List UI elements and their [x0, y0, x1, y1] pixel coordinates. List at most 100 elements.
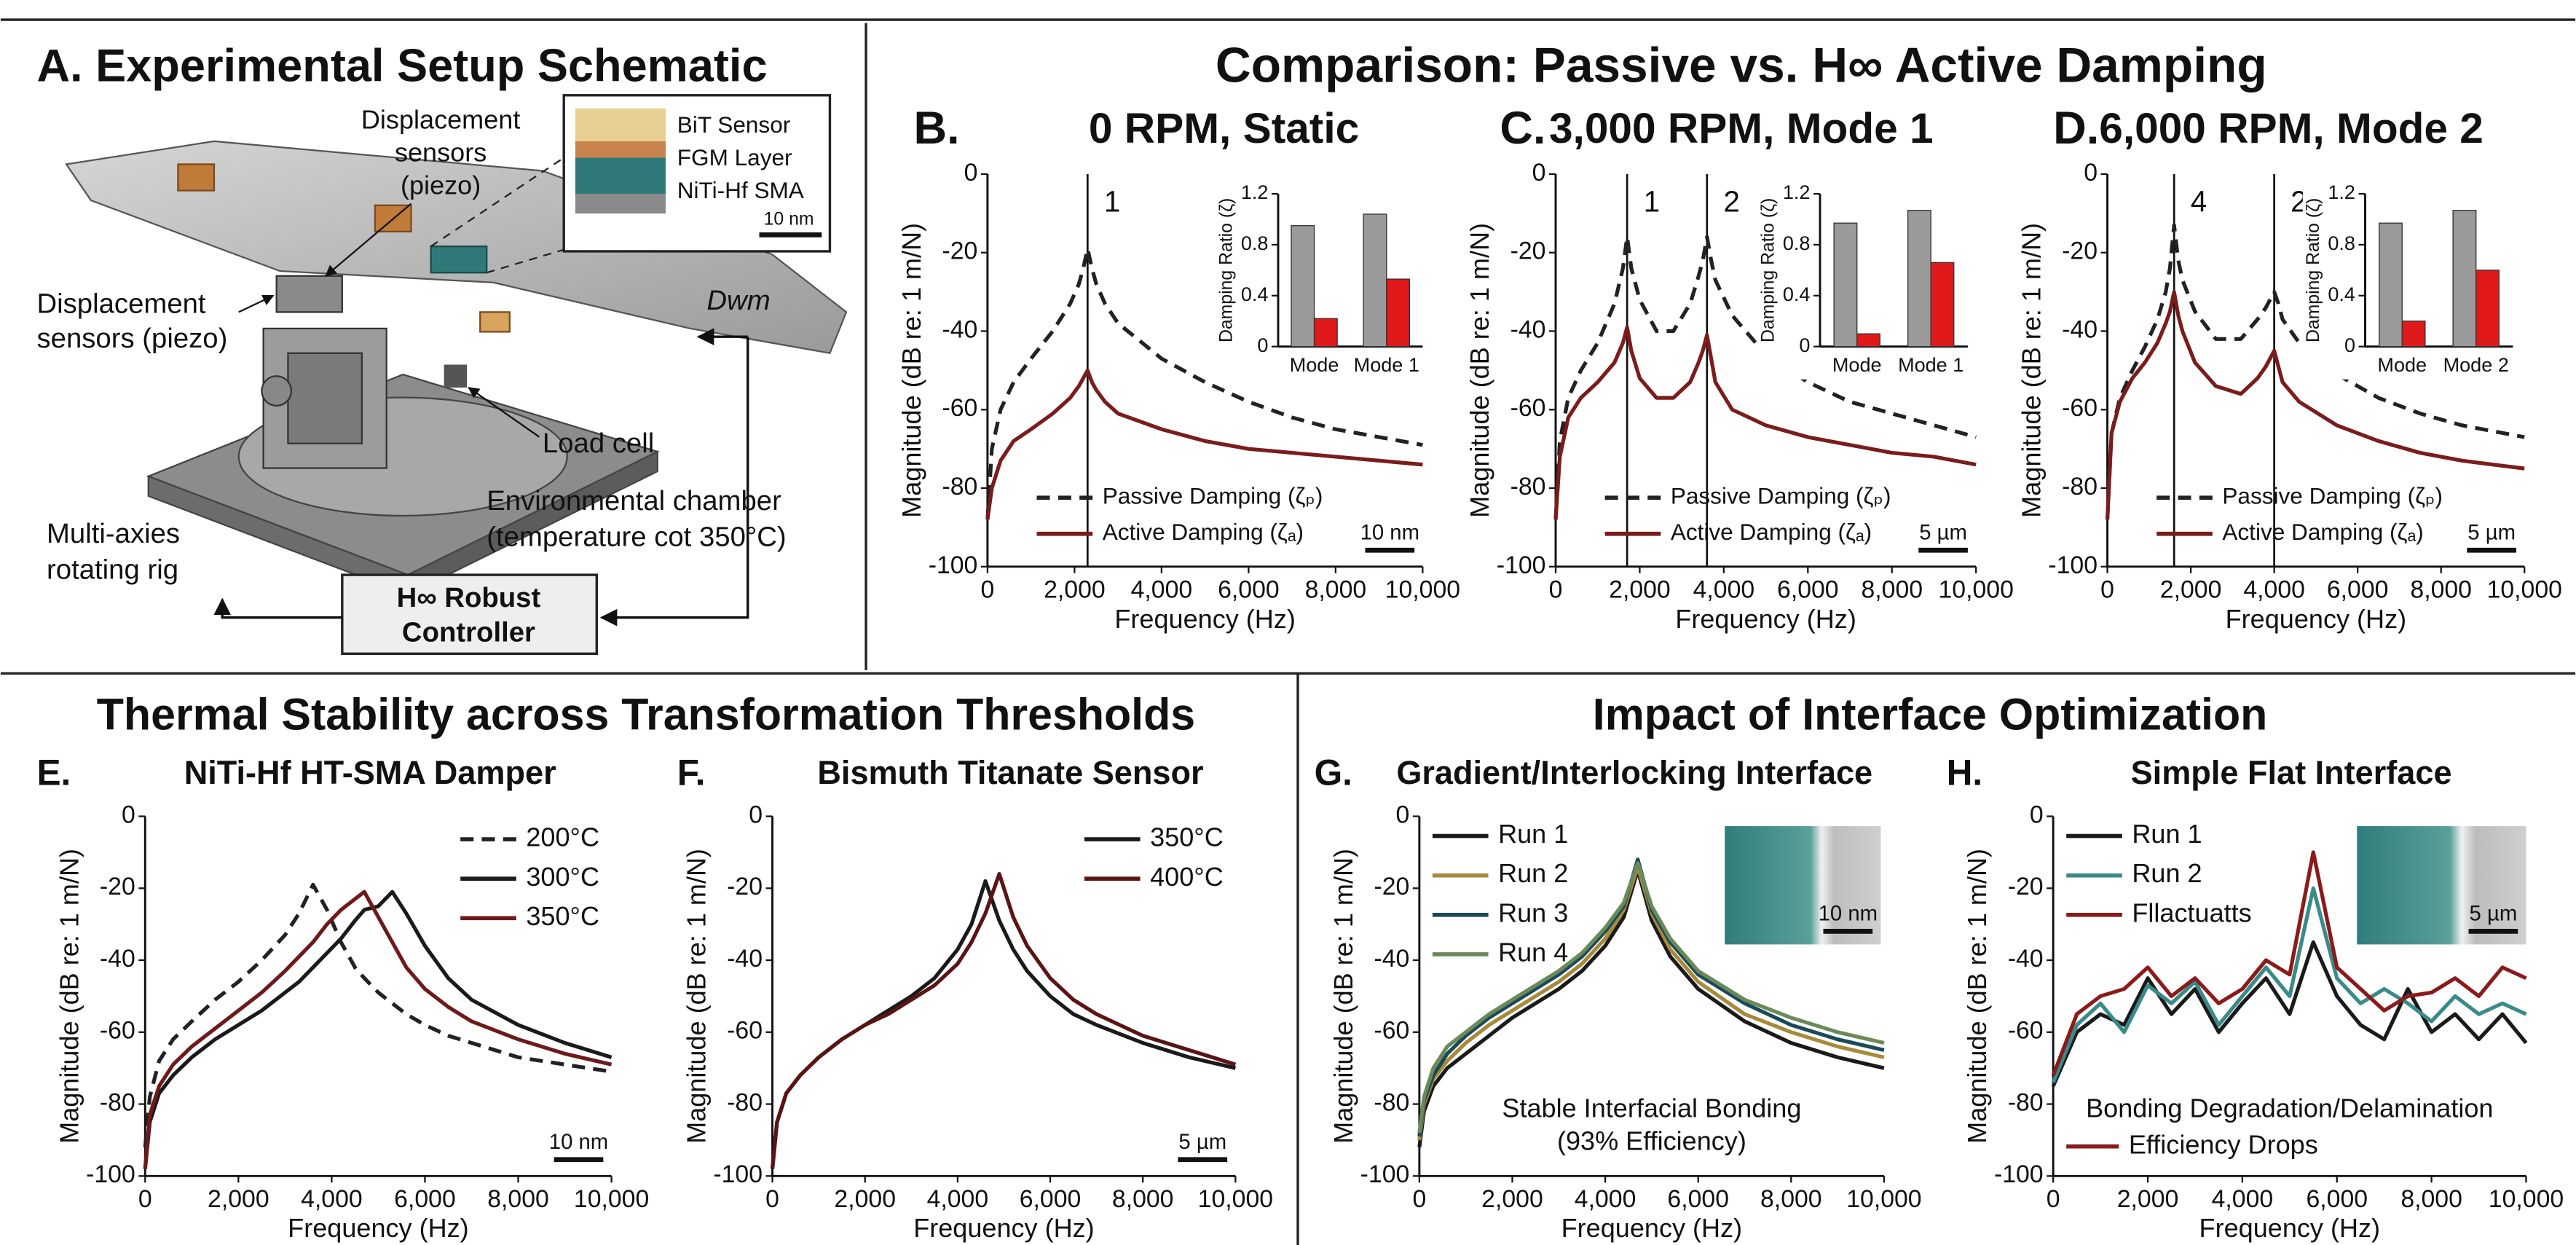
chart-title: 3,000 RPM, Mode 1	[1549, 105, 1934, 152]
panel-label: F.	[677, 752, 706, 793]
legend-label: 350°C	[1150, 822, 1224, 852]
x-tick-label: Mode 2	[2443, 354, 2509, 376]
label: Displacement	[36, 288, 205, 319]
x-tick-label: 8,000	[2410, 576, 2472, 604]
legend-label: Run 2	[2132, 858, 2202, 888]
x-tick-label: 6,000	[1667, 1185, 1729, 1213]
y-tick-label: 0	[2344, 334, 2355, 356]
x-axis-label: Frequency (Hz)	[1114, 604, 1296, 634]
panel-label: H.	[1947, 752, 1983, 793]
label: Dwm	[706, 285, 770, 316]
x-tick-label: 8,000	[2400, 1185, 2462, 1213]
x-axis-label: Frequency (Hz)	[1675, 604, 1856, 634]
peak-label: 2	[1723, 184, 1740, 218]
controller-box	[341, 573, 598, 656]
y-tick-label: 0	[1799, 334, 1810, 356]
pointer	[325, 203, 412, 277]
panel-label: C.	[1500, 103, 1545, 154]
annotation: Bonding Degradation/Delamination	[2086, 1093, 2493, 1123]
series-line	[985, 246, 1423, 520]
y-tick-label: 0	[749, 801, 763, 828]
y-tick-label: 0	[1532, 159, 1546, 186]
bar	[1930, 262, 1955, 347]
scale-label: 5 µm	[2470, 902, 2518, 926]
bar	[2452, 210, 2477, 347]
y-tick-label: -40	[100, 945, 135, 973]
sensor-patch	[430, 246, 488, 274]
scale-label: 10 nm	[764, 210, 814, 229]
y-tick-label: -100	[2048, 551, 2098, 579]
y-tick-label: -80	[2008, 1088, 2044, 1116]
x-tick-label: Mode	[1832, 354, 1882, 376]
series-line	[1417, 861, 1885, 1134]
scale-label: 10 nm	[549, 1130, 608, 1154]
sensor-patch	[479, 311, 511, 333]
y-tick-label: 0	[2084, 159, 2098, 186]
chart-title: Bismuth Titanate Sensor	[817, 754, 1203, 791]
x-tick-label: 4,000	[1693, 576, 1755, 604]
y-tick-label: 0.4	[1241, 283, 1269, 305]
layer	[575, 108, 666, 141]
legend-label: 400°C	[1150, 862, 1224, 892]
series-line	[2051, 850, 2527, 1076]
x-tick-label: 6,000	[1218, 576, 1280, 604]
panel-label: D.	[2053, 103, 2099, 154]
y-tick-label: 0.4	[1783, 283, 1811, 305]
label: (temperature cot 350°C)	[487, 522, 786, 553]
bar	[2379, 222, 2403, 347]
y-tick-label: -40	[942, 315, 978, 343]
legend-label: 300°C	[526, 862, 599, 892]
pointer	[238, 294, 275, 313]
y-tick-label: 0.8	[2328, 232, 2355, 254]
y-axis-label: Magnitude (dB re: 1 m/N)	[682, 849, 712, 1144]
y-tick-label: -60	[2062, 394, 2098, 422]
x-tick-label: 10,000	[574, 1185, 649, 1213]
y-tick-label: -40	[1374, 945, 1409, 973]
y-tick-label: 1.2	[1783, 181, 1811, 203]
x-axis-label: Frequency (Hz)	[2226, 604, 2407, 634]
x-tick-label: 6,000	[394, 1185, 456, 1213]
y-tick-label: -60	[2008, 1017, 2044, 1045]
y-tick-label: -40	[1510, 315, 1546, 343]
legend-label: Passive Damping (ζₚ)	[1103, 482, 1323, 508]
peak-label: 1	[1644, 184, 1661, 218]
y-tick-label: -80	[2062, 473, 2098, 500]
legend-label: Run 4	[1498, 937, 1568, 967]
y-tick-label: -20	[1374, 873, 1409, 900]
y-tick-label: -80	[727, 1088, 763, 1116]
x-tick-label: 10,000	[1938, 576, 2013, 604]
panel-title: A. Experimental Setup Schematic	[36, 40, 767, 91]
label: Controller	[402, 616, 535, 648]
series-line	[2051, 886, 2527, 1083]
y-tick-label: 0.8	[1241, 232, 1269, 254]
bar	[1313, 318, 1338, 347]
sensor-patch	[177, 163, 216, 192]
layer-label: BiT Sensor	[677, 111, 790, 138]
series-line	[1417, 865, 1885, 1141]
y-tick-label: -40	[727, 945, 763, 973]
y-tick-label: -80	[100, 1088, 135, 1116]
x-tick-label: 0	[1549, 576, 1563, 604]
section-title: Comparison: Passive vs. H∞ Active Dampin…	[1216, 39, 2267, 93]
y-axis-label: Magnitude (dB re: 1 m/N)	[1465, 223, 1494, 518]
y-tick-label: 0	[964, 159, 978, 186]
x-tick-label: 2,000	[208, 1185, 269, 1213]
legend-label: Run 1	[2132, 819, 2202, 849]
label: Environmental chamber	[487, 485, 781, 517]
legend-label: 200°C	[526, 822, 599, 852]
label: Displacement	[361, 104, 520, 134]
chart-title: 6,000 RPM, Mode 2	[2099, 105, 2484, 152]
scale-label: 10 nm	[1360, 521, 1419, 545]
x-tick-label: 10,000	[1385, 576, 1460, 604]
y-tick-label: 0	[2030, 801, 2044, 828]
layer	[575, 194, 666, 214]
panel-label: G.	[1315, 752, 1352, 793]
x-tick-label: 0	[2047, 1185, 2060, 1213]
x-axis-label: Frequency (Hz)	[288, 1213, 469, 1243]
y-tick-label: -60	[942, 394, 978, 422]
x-tick-label: 4,000	[1131, 576, 1193, 604]
y-axis-label: Damping Ratio (ζ)	[1759, 198, 1779, 342]
x-axis-label: Frequency (Hz)	[1561, 1213, 1743, 1243]
y-tick-label: -20	[100, 873, 135, 900]
